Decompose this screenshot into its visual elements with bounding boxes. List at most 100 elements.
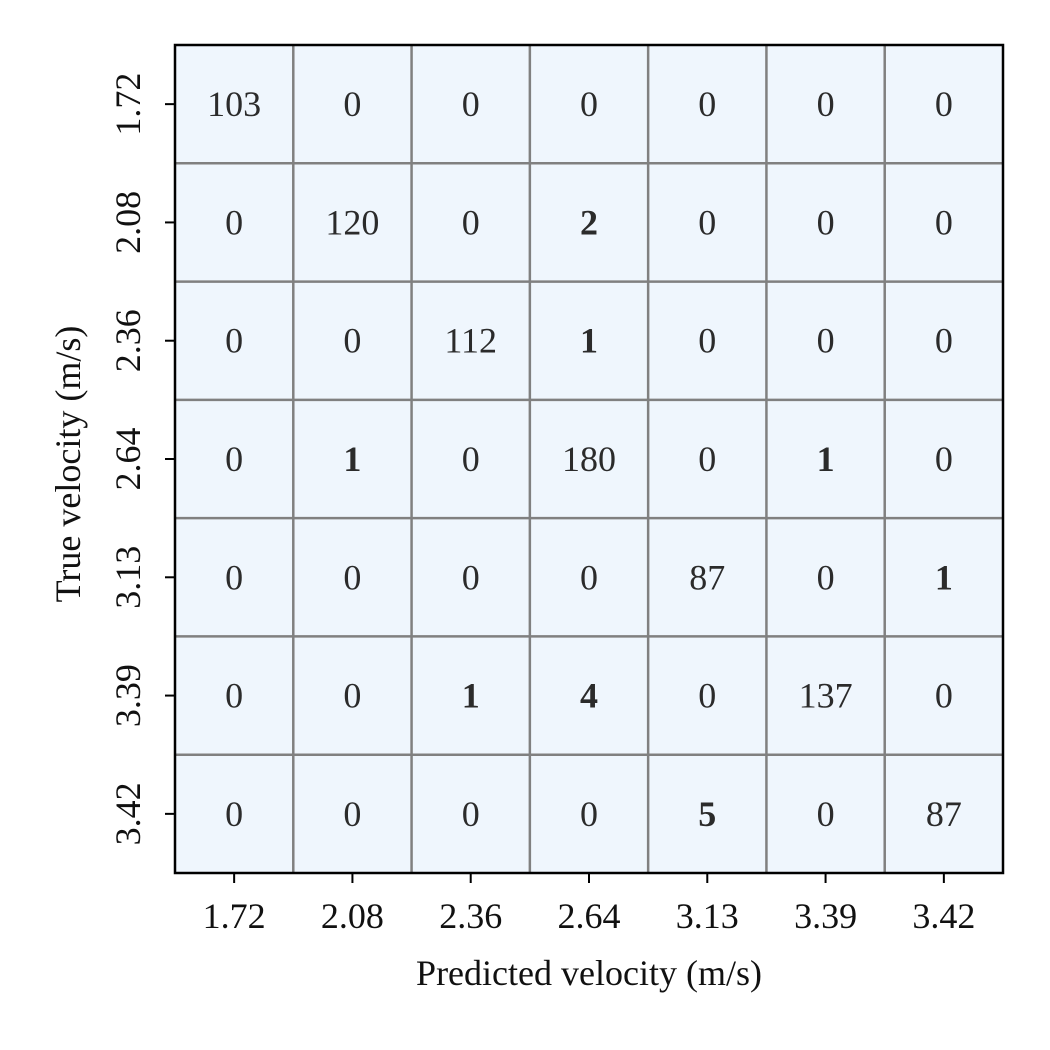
heatmap-cell [884,518,1003,637]
heatmap-cell [884,45,1003,164]
heatmap-cell [529,281,649,400]
cell-value-label: 0 [343,321,361,361]
cell-value-label: 2 [580,202,598,242]
heatmap-cell [529,399,649,519]
cell-value-label: 0 [935,84,953,124]
cell-value-label: 120 [325,202,379,242]
heatmap-cell [884,636,1003,755]
heatmap-cell [529,636,649,755]
heatmap-cell [411,636,530,755]
x-tick-label: 3.42 [912,896,975,936]
cell-value-label: 0 [343,84,361,124]
x-tick-label: 3.13 [676,896,739,936]
heatmap-cell [529,754,649,873]
y-tick-label: 3.39 [108,664,148,727]
heatmap-cell [411,45,530,164]
y-axis-label: True velocity (m/s) [48,326,88,603]
y-tick-label: 2.08 [108,191,148,254]
cell-value-label: 0 [698,84,716,124]
cell-value-label: 0 [225,439,243,479]
heatmap-cell [175,518,294,637]
cell-value-label: 0 [817,202,835,242]
y-tick-label: 3.13 [108,546,148,609]
y-tick-label: 2.36 [108,309,148,372]
heatmap-cell [884,281,1003,400]
x-tick-label: 2.64 [558,896,621,936]
x-axis-label: Predicted velocity (m/s) [416,953,762,993]
x-axis-ticks: 1.72 2.08 2.36 2.64 3.13 3.39 3.42 [203,873,975,936]
heatmap-cell [175,281,294,400]
cell-value-label: 0 [817,84,835,124]
x-tick-label: 1.72 [203,896,266,936]
cell-value-label: 0 [462,202,480,242]
cell-value-label: 0 [225,202,243,242]
cell-value-label: 4 [580,676,598,716]
heatmap-cell [766,754,885,873]
cell-value-label: 0 [580,84,598,124]
cell-value-label: 0 [462,84,480,124]
heatmap-cell [175,45,294,164]
heatmap-cell [175,163,294,282]
cell-value-label: 0 [935,202,953,242]
x-tick-label: 3.39 [794,896,857,936]
cell-value-label: 0 [462,794,480,834]
cell-value-label: 0 [817,321,835,361]
heatmap-cell [766,281,885,400]
y-tick-label: 2.64 [108,428,148,491]
cell-value-label: 137 [799,676,853,716]
cell-value-label: 103 [207,84,261,124]
cell-value-label: 0 [935,321,953,361]
y-tick-label: 1.72 [108,73,148,136]
x-tick-label: 2.08 [321,896,384,936]
heatmap-cell [175,636,294,755]
cell-value-label: 1 [580,321,598,361]
heatmap-cell [411,281,530,400]
cell-value-label: 0 [225,794,243,834]
cell-value-label: 0 [462,557,480,597]
cell-value-label: 0 [817,794,835,834]
heatmap-cell [766,163,885,282]
y-tick-label: 3.42 [108,782,148,845]
heatmap-grid [175,45,1003,873]
cell-values: 103 0 0 0 0 0 0 0 120 0 2 0 0 0 0 0 112 1 0 0 0 0 1 0 180 0 1 0 0 0 0 0… [207,84,962,834]
heatmap-cell [648,636,767,755]
cell-value-label: 0 [580,794,598,834]
heatmap-cell [648,518,767,637]
heatmap-cell [293,636,412,755]
heatmap-cell [293,45,412,164]
cell-value-label: 0 [225,321,243,361]
cell-value-label: 87 [689,557,725,597]
heatmap-cell [648,163,767,282]
cell-value-label: 112 [444,321,497,361]
cell-value-label: 0 [817,557,835,597]
heatmap-cell [529,518,649,637]
heatmap-cell [884,754,1003,873]
heatmap-cells [175,45,1003,873]
heatmap-cell [175,754,294,873]
cell-value-label: 0 [698,321,716,361]
heatmap-cell [766,636,885,755]
heatmap-cell [884,399,1003,519]
heatmap-cell [175,399,294,519]
cell-value-label: 0 [343,676,361,716]
heatmap-cell [766,399,885,519]
cell-value-label: 0 [580,557,598,597]
cell-value-label: 1 [935,557,953,597]
y-axis-ticks: 1.72 2.08 2.36 2.64 3.13 3.39 3.42 [108,73,175,845]
cell-value-label: 0 [225,676,243,716]
heatmap-cell [648,45,767,164]
cell-value-label: 1 [462,676,480,716]
cell-value-label: 0 [698,676,716,716]
cell-value-label: 0 [343,557,361,597]
heatmap-cell [529,163,649,282]
heatmap-cell [411,518,530,637]
heatmap-cell [884,163,1003,282]
cell-value-label: 0 [225,557,243,597]
heatmap-cell [648,399,767,519]
cell-value-label: 0 [935,439,953,479]
heatmap-cell [648,754,767,873]
cell-value-label: 180 [562,439,616,479]
cell-value-label: 0 [935,676,953,716]
heatmap-cell [293,399,412,519]
